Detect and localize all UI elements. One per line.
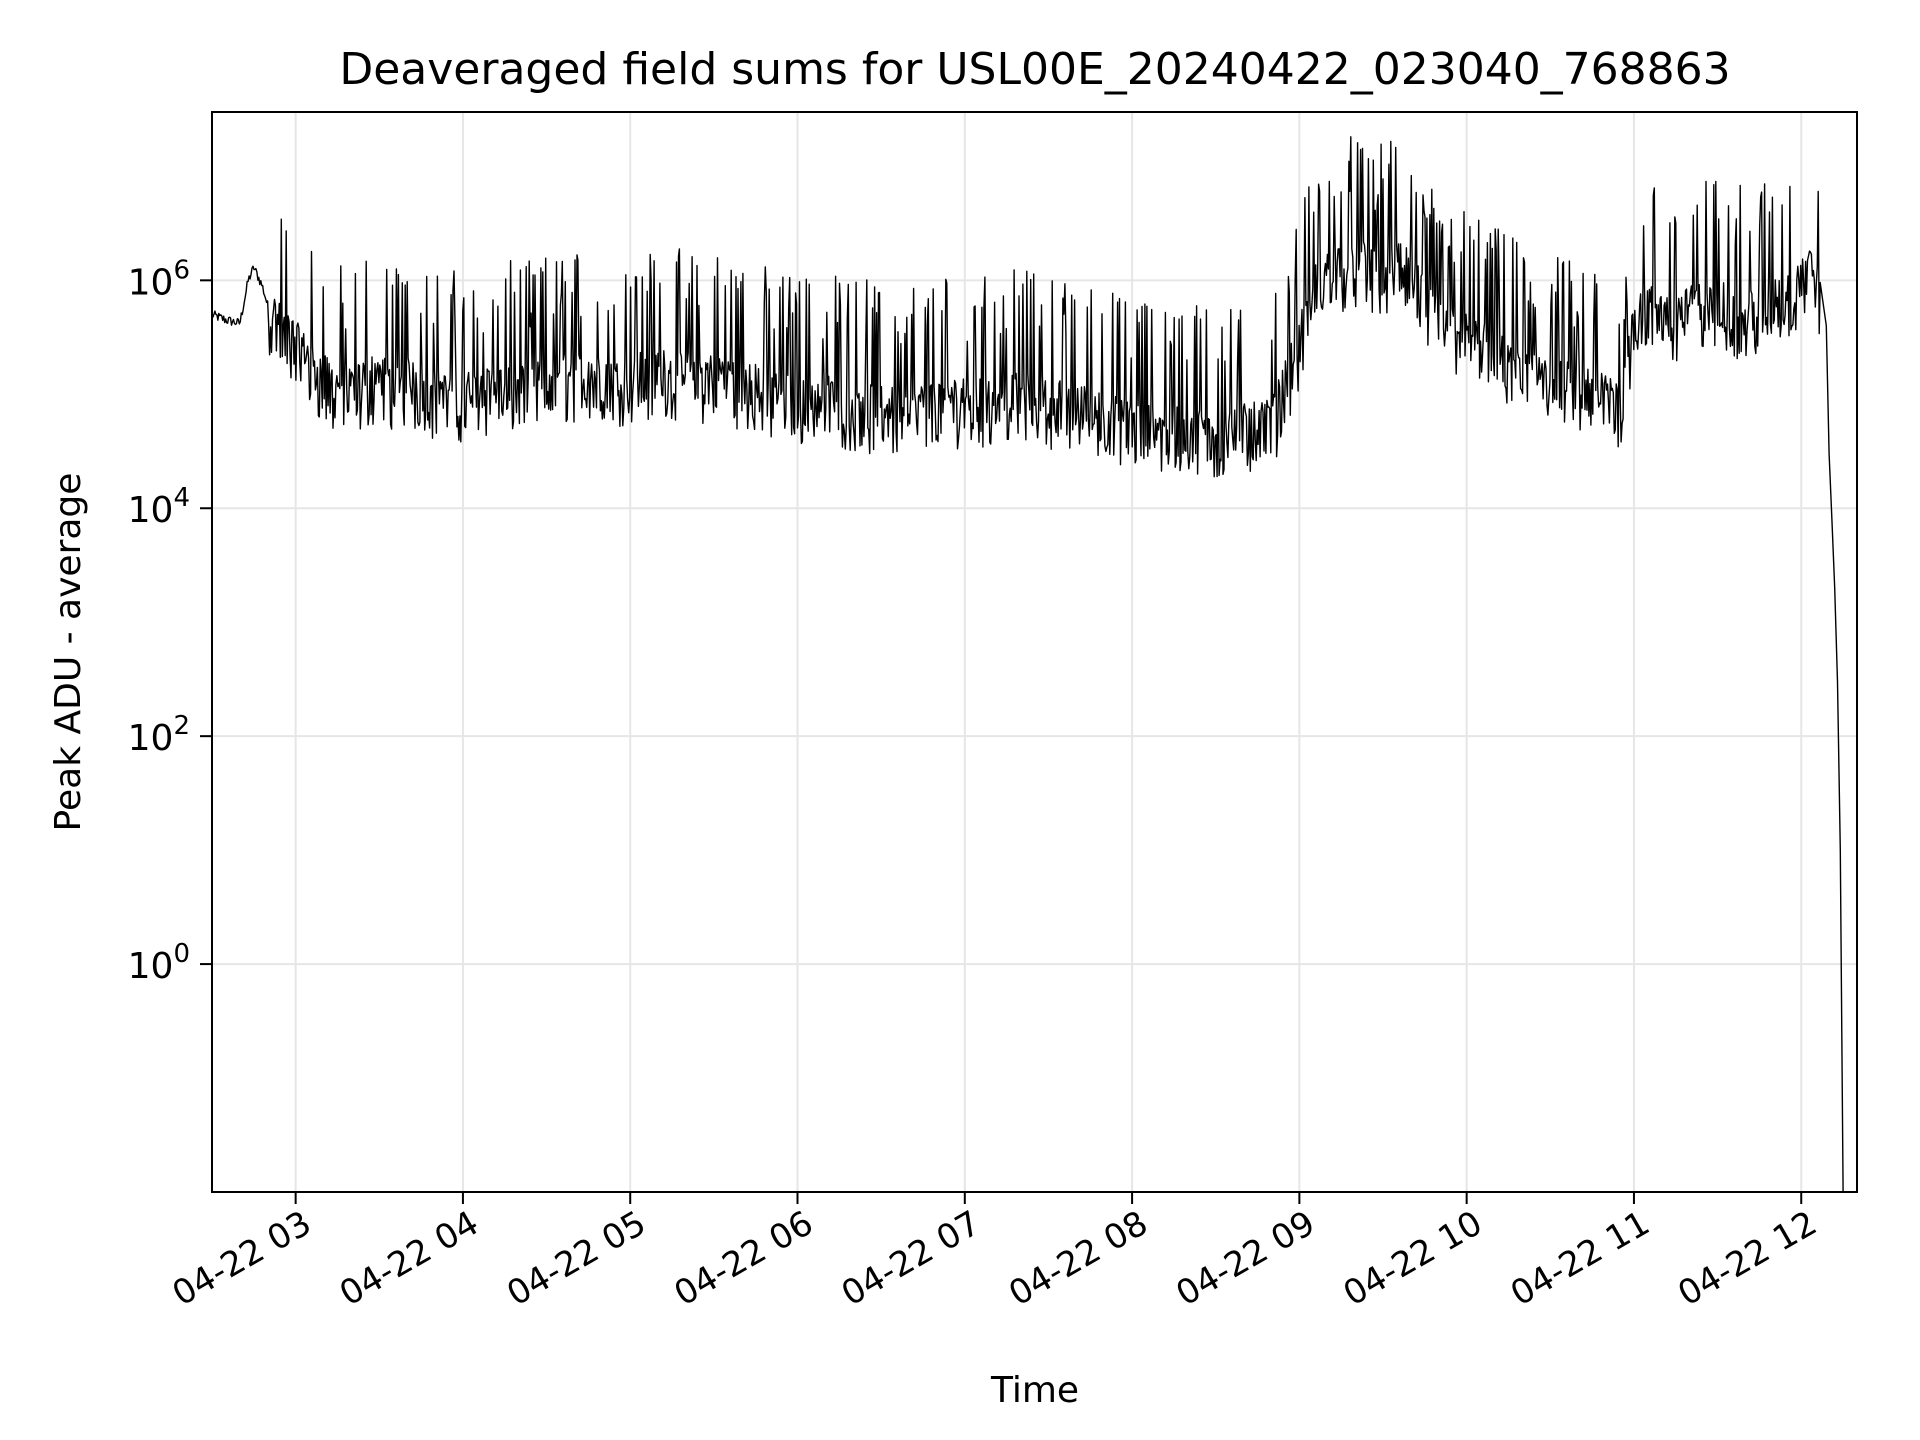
x-axis-label: Time xyxy=(990,1370,1079,1411)
y-axis: 106 104 102 100 xyxy=(128,255,212,987)
y-tick-label: 106 xyxy=(128,255,190,303)
plot-frame xyxy=(211,111,1858,1193)
y-axis-label: Peak ADU - average xyxy=(48,473,89,832)
y-tick-label: 102 xyxy=(128,711,190,759)
y-tick-label: 100 xyxy=(128,939,190,987)
data-line xyxy=(211,136,1844,1193)
y-tick-label: 104 xyxy=(128,483,190,531)
chart-title: Deaveraged field sums for USL00E_2024042… xyxy=(339,44,1730,95)
